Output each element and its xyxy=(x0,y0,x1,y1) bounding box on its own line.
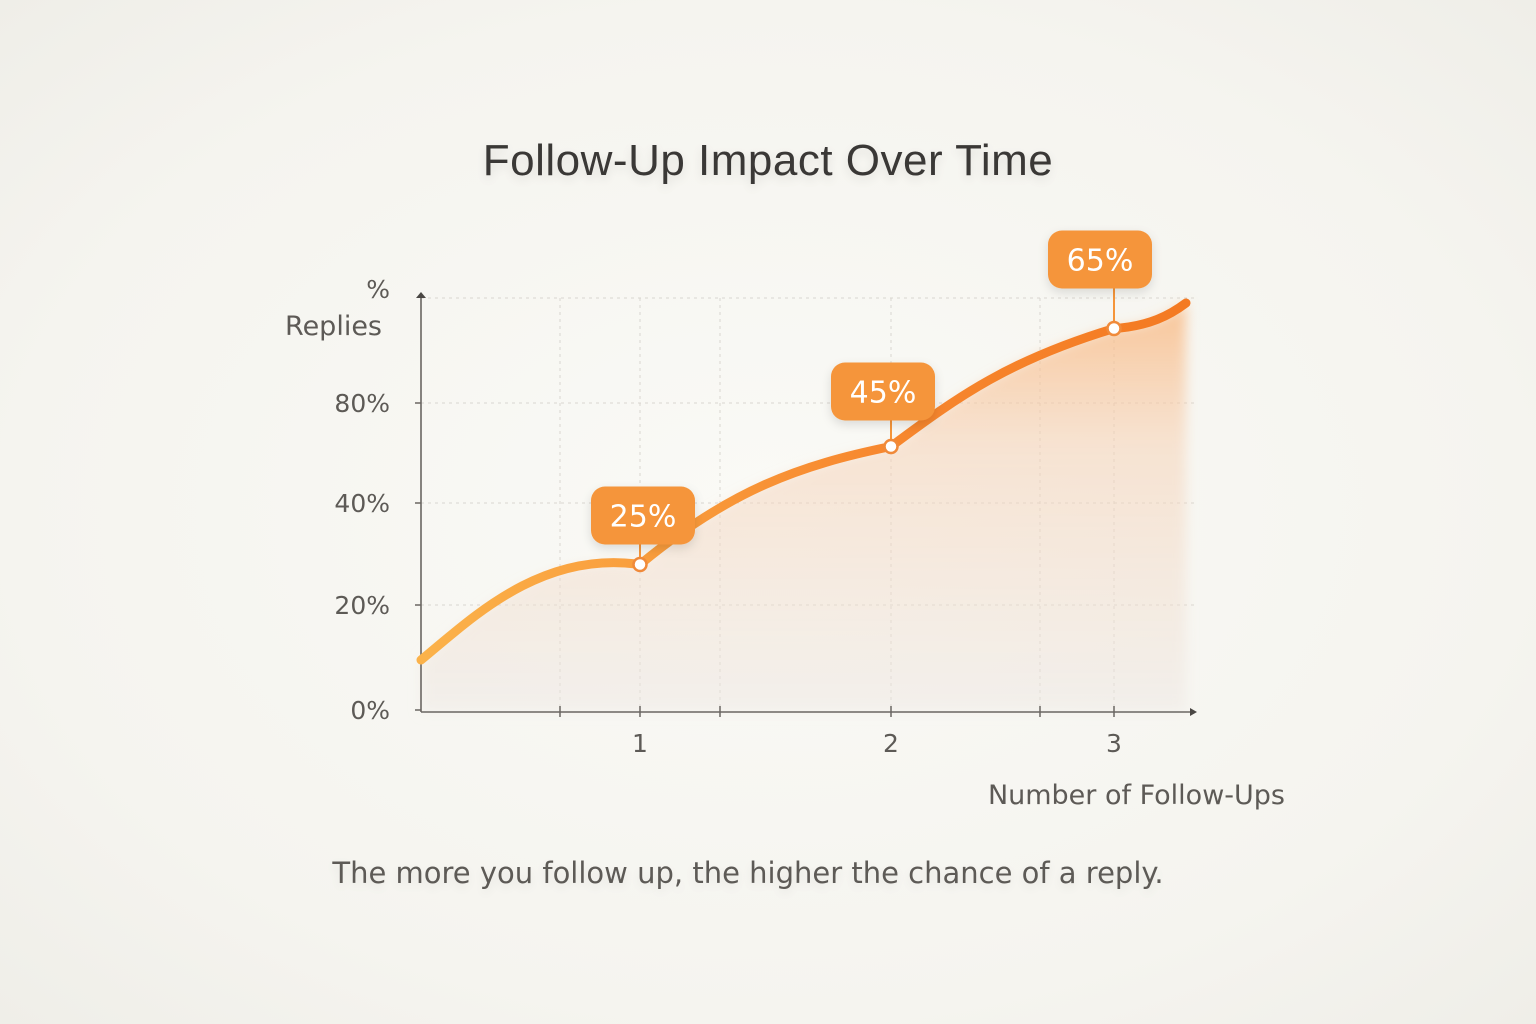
data-point-callout: 25% xyxy=(591,486,695,573)
y-tick-label: 40% xyxy=(334,489,390,518)
y-axis-unit-label: % xyxy=(366,275,390,304)
y-axis-arrow xyxy=(416,292,426,298)
data-point-callout: 65% xyxy=(1048,230,1152,337)
y-axis-title: Replies xyxy=(285,311,382,342)
data-point-marker xyxy=(883,438,899,455)
callout-box xyxy=(1048,230,1152,289)
data-point-marker xyxy=(632,556,648,573)
callout-box xyxy=(831,362,935,421)
data-label: 45% xyxy=(850,376,917,411)
x-tick-label: 2 xyxy=(883,729,899,758)
y-axis-ticks: 0% 20% 40% 80% xyxy=(334,389,421,725)
y-tick-label: 20% xyxy=(334,591,390,620)
chart-title: Follow-Up Impact Over Time xyxy=(482,136,1054,185)
x-tick-label: 1 xyxy=(632,729,648,758)
area-fill xyxy=(421,303,1186,712)
x-axis-title: Number of Follow-Ups xyxy=(988,780,1285,811)
x-axis-arrow xyxy=(1190,708,1197,716)
axes xyxy=(416,292,1197,716)
data-point-callout: 45% xyxy=(831,362,935,455)
data-label: 25% xyxy=(610,500,677,535)
x-axis-ticks: 1 2 3 xyxy=(559,706,1122,758)
data-points: 25% 45% 65% xyxy=(591,230,1152,573)
y-tick-label: 0% xyxy=(350,696,390,725)
callout-box xyxy=(591,486,695,545)
data-point-marker xyxy=(1106,320,1122,337)
x-tick-label: 3 xyxy=(1106,729,1122,758)
data-label: 65% xyxy=(1067,244,1134,279)
y-tick-label: 80% xyxy=(334,389,390,418)
chart-caption: The more you follow up, the higher the c… xyxy=(332,856,1164,890)
